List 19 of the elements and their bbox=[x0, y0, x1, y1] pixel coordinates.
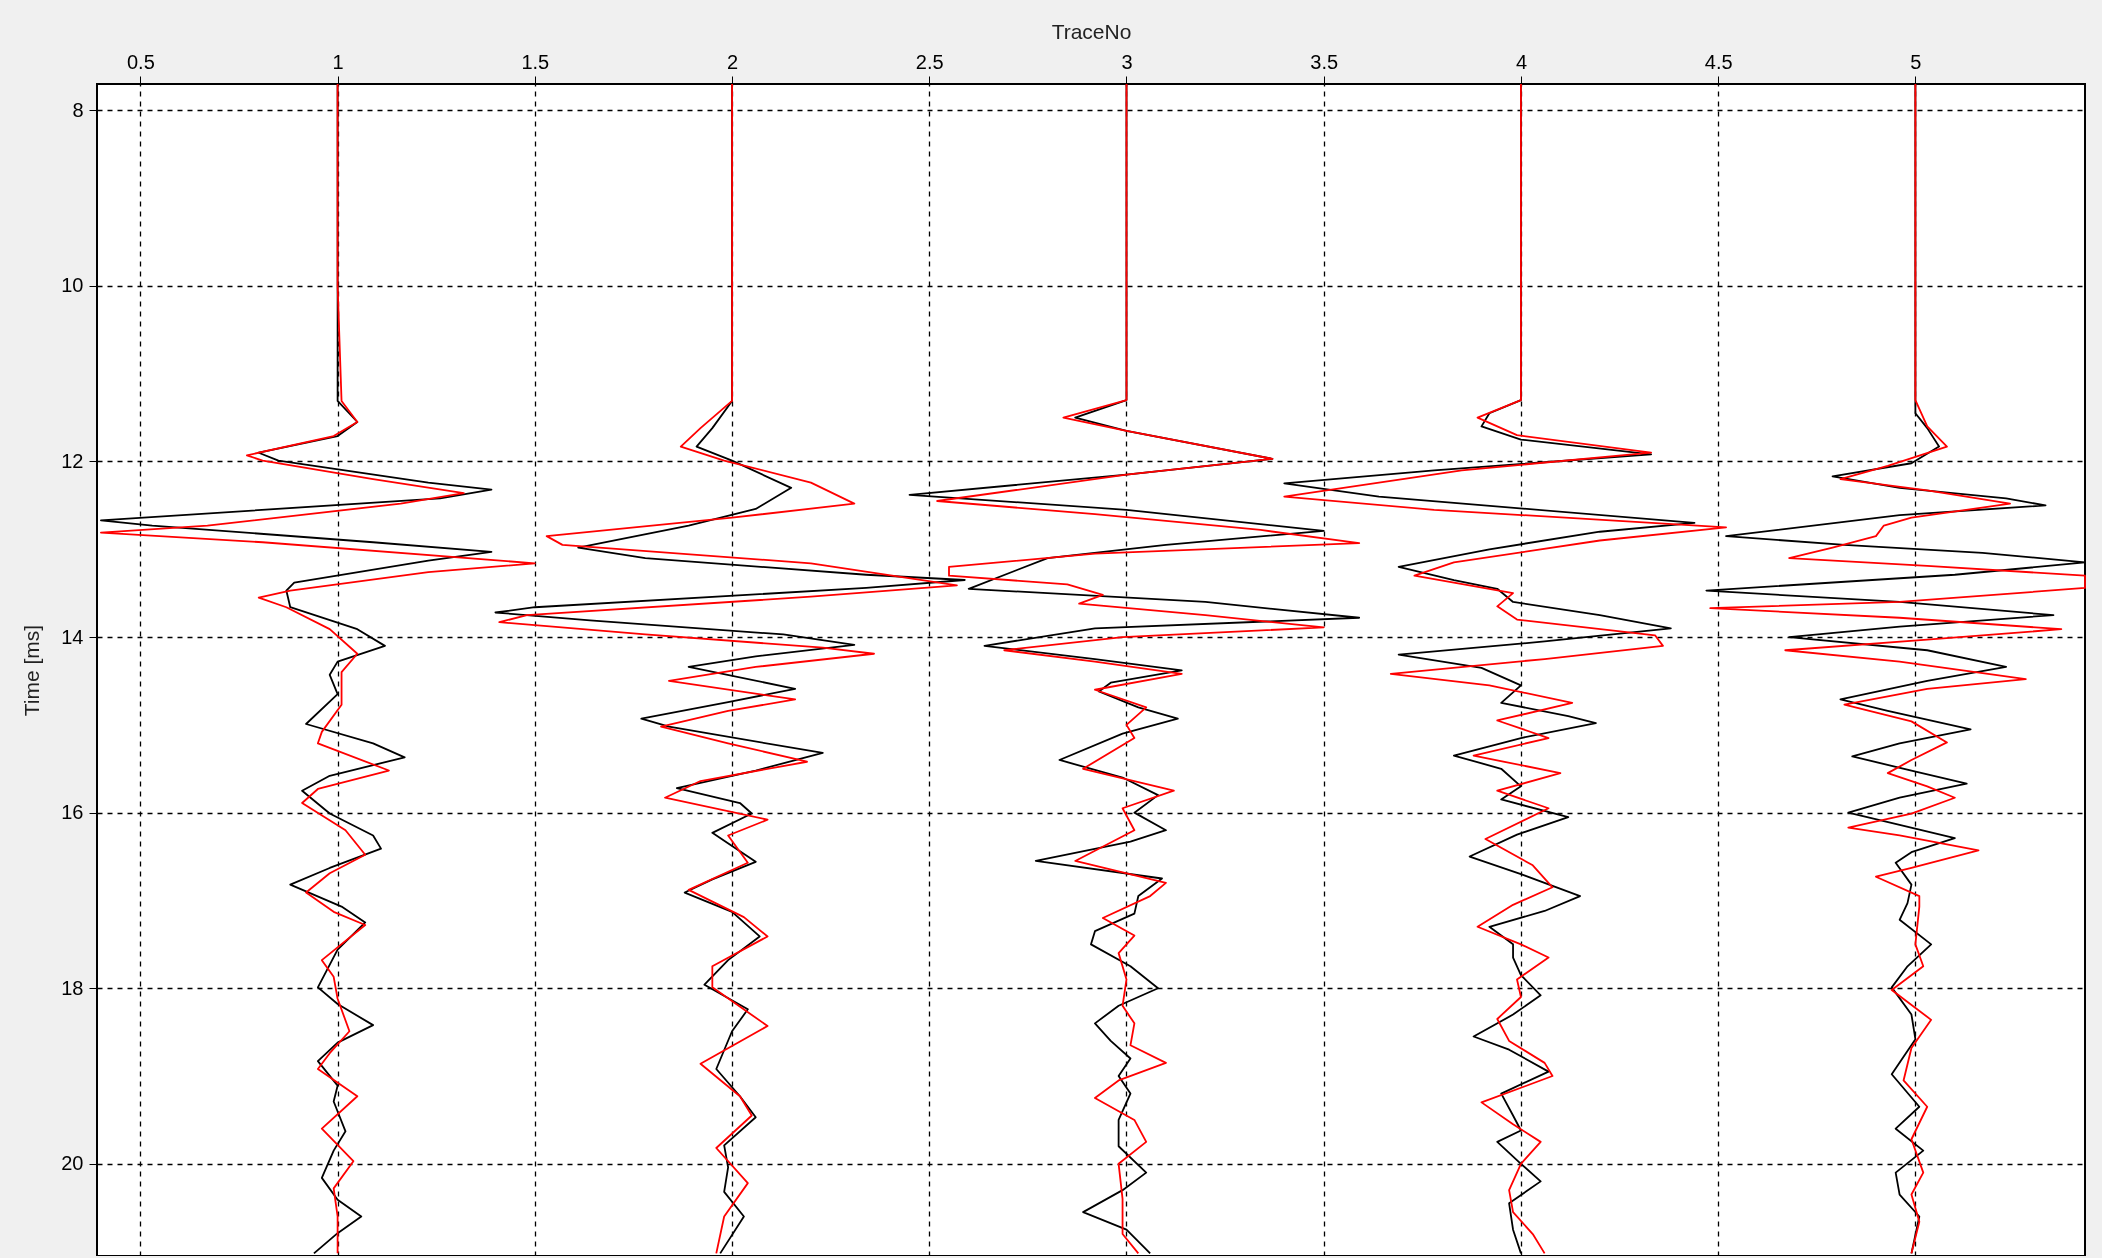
x-tick-label: 1 bbox=[332, 50, 344, 73]
y-axis-title: Time [ms] bbox=[20, 624, 44, 717]
y-tick-label: 14 bbox=[61, 625, 84, 648]
x-tick-label: 0.5 bbox=[126, 50, 155, 73]
x-tick-label: 5 bbox=[1910, 50, 1922, 73]
x-tick-label: 1.5 bbox=[521, 50, 550, 73]
x-tick-label: 3 bbox=[1121, 50, 1133, 73]
y-tick-label: 10 bbox=[61, 274, 84, 297]
x-tick-label: 2.5 bbox=[915, 50, 944, 73]
y-tick-label: 20 bbox=[61, 1152, 84, 1175]
y-tick-label: 8 bbox=[72, 98, 84, 121]
y-tick-label: 16 bbox=[61, 801, 84, 824]
x-tick-label: 4 bbox=[1515, 50, 1528, 73]
x-tick-label: 3.5 bbox=[1310, 50, 1339, 73]
x-axis-title: TraceNo bbox=[1051, 19, 1132, 43]
x-tick-label: 4.5 bbox=[1704, 50, 1733, 73]
y-tick-label: 18 bbox=[61, 976, 84, 999]
y-tick-label: 12 bbox=[61, 450, 84, 472]
x-tick-label: 2 bbox=[726, 50, 739, 73]
